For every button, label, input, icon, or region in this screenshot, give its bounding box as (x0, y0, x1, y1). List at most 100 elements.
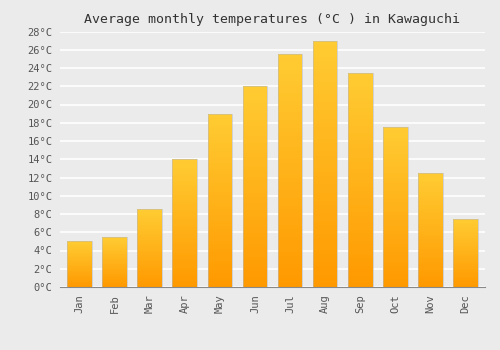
Bar (242, 207, 267, 210)
Bar (102, 238, 126, 239)
Bar (102, 262, 126, 263)
Bar (138, 273, 162, 274)
Bar (242, 120, 267, 123)
Bar (278, 58, 302, 62)
Bar (172, 189, 197, 191)
Bar (418, 236, 443, 238)
Bar (208, 131, 232, 134)
Bar (383, 133, 407, 135)
Bar (278, 155, 302, 159)
Bar (454, 282, 478, 284)
Bar (278, 101, 302, 105)
Bar (138, 278, 162, 279)
Bar (172, 206, 197, 208)
Bar (383, 218, 407, 220)
Bar (383, 141, 407, 143)
Bar (242, 220, 267, 223)
Bar (313, 156, 338, 160)
Bar (242, 210, 267, 214)
Bar (172, 221, 197, 223)
Bar (418, 238, 443, 239)
Bar (383, 250, 407, 252)
Bar (278, 62, 302, 66)
Bar (313, 135, 338, 139)
Bar (172, 228, 197, 230)
Bar (102, 250, 126, 251)
Bar (454, 224, 478, 225)
Bar (208, 145, 232, 148)
Bar (418, 181, 443, 182)
Bar (454, 268, 478, 269)
Bar (208, 252, 232, 255)
Bar (102, 284, 126, 285)
Bar (313, 184, 338, 188)
Bar (348, 258, 372, 262)
Bar (208, 229, 232, 232)
Bar (242, 260, 267, 264)
Bar (242, 130, 267, 133)
Bar (278, 186, 302, 190)
Bar (348, 148, 372, 151)
Bar (138, 281, 162, 282)
Bar (348, 173, 372, 176)
Bar (102, 240, 126, 241)
Bar (172, 159, 197, 287)
Bar (102, 281, 126, 282)
Bar (102, 270, 126, 271)
Bar (418, 272, 443, 274)
Bar (172, 236, 197, 238)
Bar (313, 250, 338, 254)
Bar (383, 252, 407, 255)
Bar (138, 220, 162, 221)
Bar (313, 271, 338, 275)
Bar (418, 274, 443, 275)
Bar (383, 162, 407, 164)
Bar (454, 273, 478, 274)
Bar (138, 240, 162, 242)
Bar (348, 233, 372, 237)
Bar (102, 261, 126, 262)
Bar (278, 209, 302, 213)
Bar (208, 244, 232, 246)
Bar (208, 246, 232, 250)
Bar (348, 176, 372, 180)
Bar (242, 100, 267, 103)
Bar (242, 214, 267, 217)
Bar (348, 151, 372, 155)
Bar (242, 193, 267, 197)
Bar (383, 255, 407, 258)
Bar (418, 262, 443, 264)
Bar (383, 156, 407, 159)
Bar (67, 275, 92, 276)
Bar (67, 269, 92, 270)
Bar (242, 233, 267, 237)
Bar (278, 120, 302, 124)
Bar (454, 236, 478, 237)
Bar (208, 267, 232, 270)
Bar (278, 159, 302, 163)
Bar (138, 212, 162, 213)
Bar (138, 274, 162, 275)
Bar (383, 268, 407, 271)
Bar (348, 105, 372, 108)
Bar (348, 201, 372, 205)
Bar (383, 266, 407, 268)
Bar (242, 284, 267, 287)
Bar (67, 251, 92, 252)
Bar (102, 252, 126, 253)
Bar (348, 269, 372, 273)
Bar (278, 140, 302, 144)
Bar (418, 220, 443, 222)
Bar (208, 186, 232, 189)
Bar (278, 116, 302, 120)
Bar (172, 274, 197, 276)
Bar (383, 284, 407, 287)
Bar (313, 266, 338, 271)
Bar (313, 147, 338, 152)
Bar (172, 183, 197, 185)
Bar (67, 241, 92, 242)
Bar (278, 54, 302, 287)
Bar (418, 218, 443, 220)
Bar (242, 86, 267, 90)
Bar (418, 239, 443, 241)
